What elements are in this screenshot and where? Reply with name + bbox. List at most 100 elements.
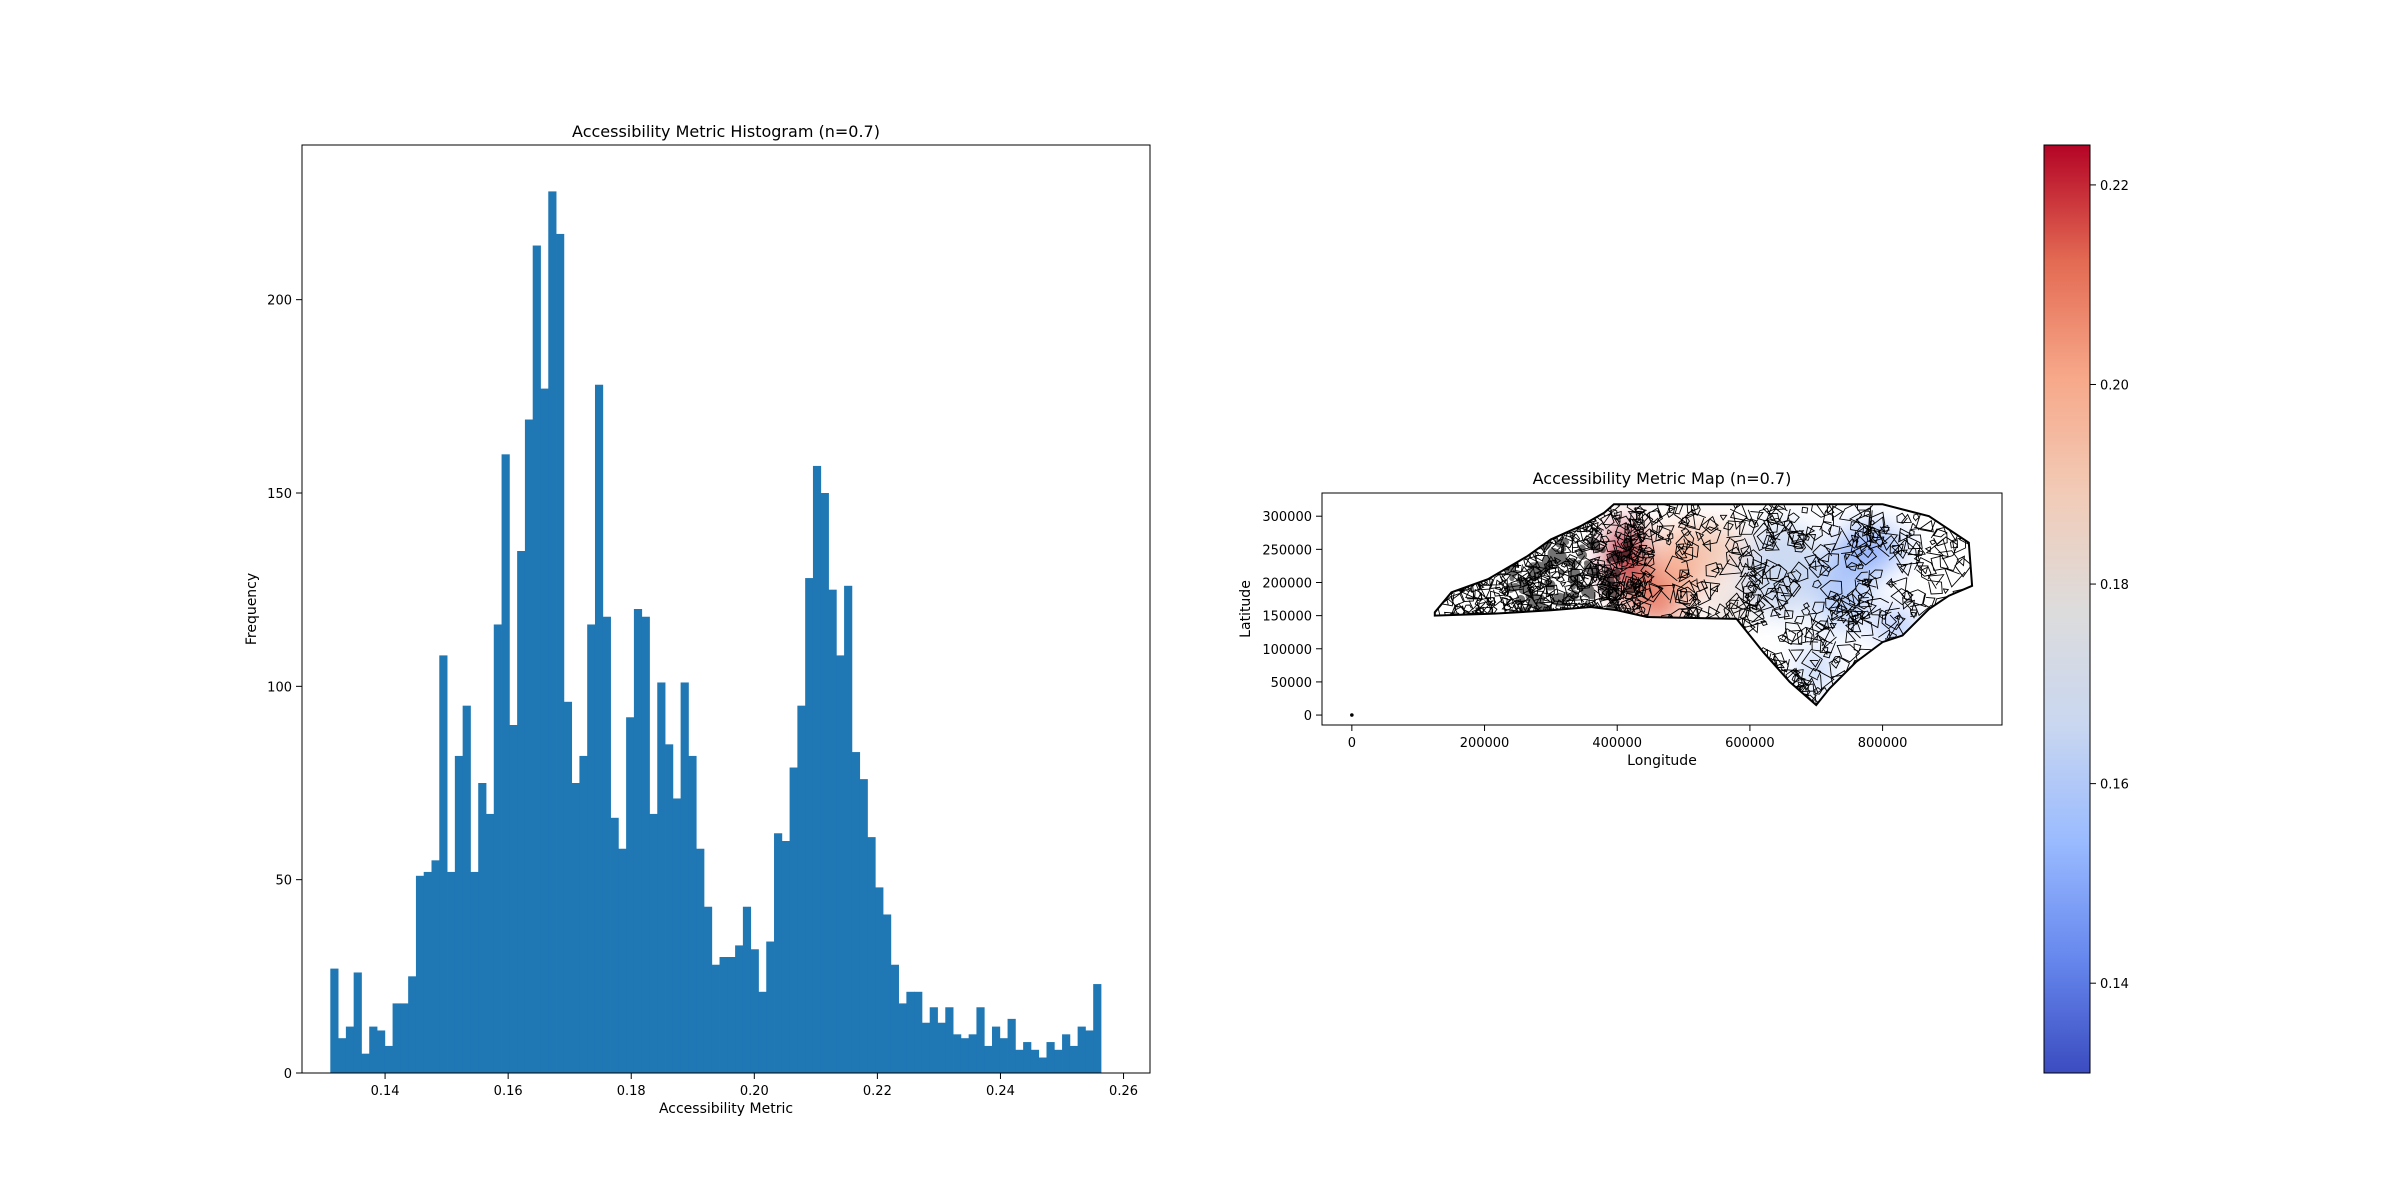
histogram-bar <box>563 701 573 1073</box>
histogram-bar <box>400 1003 409 1073</box>
map-axes-frame <box>1321 492 2003 726</box>
histogram-bar <box>486 813 495 1073</box>
histogram-bar <box>1046 1042 1055 1073</box>
histogram-bar <box>797 705 806 1073</box>
histogram-bar <box>719 957 728 1073</box>
colorbar: 0.14 0.16 0.18 0.20 0.22 <box>2043 144 2129 1074</box>
histogram-x-label: Accessibility Metric <box>659 1101 793 1117</box>
histogram-bar <box>742 906 752 1073</box>
x-tick-label: 600000 <box>1725 736 1775 751</box>
histogram-bar <box>587 624 596 1073</box>
accessibility-region <box>1690 522 1744 576</box>
histogram-bar <box>906 991 915 1073</box>
y-tick-label: 300000 <box>1262 510 1312 525</box>
y-tick-label: 150000 <box>1262 610 1312 625</box>
y-tick-label: 150 <box>267 487 292 502</box>
histogram-bar <box>540 388 549 1074</box>
histogram-bar <box>524 419 534 1073</box>
histogram-bar <box>680 682 689 1073</box>
histogram-bar <box>898 1003 907 1073</box>
histogram-bar <box>594 384 604 1074</box>
histogram-bar <box>812 465 822 1073</box>
histogram-bar <box>641 616 650 1073</box>
histogram-bar <box>859 779 868 1073</box>
histogram-bar <box>626 717 635 1073</box>
x-tick-label: 800000 <box>1858 736 1908 751</box>
histogram-bar <box>711 964 720 1073</box>
histogram-bar <box>633 609 643 1073</box>
y-tick-label: 50 <box>275 874 292 889</box>
histogram-bar <box>454 755 464 1073</box>
histogram-bar <box>945 1007 954 1073</box>
histogram-bar <box>960 1038 970 1073</box>
histogram-bar <box>836 655 845 1073</box>
histogram-bar <box>789 767 798 1073</box>
x-tick-label: 0.14 <box>371 1084 400 1099</box>
histogram-bar <box>1023 1042 1032 1073</box>
accessibility-region <box>1743 522 1823 616</box>
histogram-bar <box>937 1022 946 1073</box>
histogram-bar <box>1007 1018 1016 1073</box>
histogram-bar <box>1062 1034 1071 1073</box>
histogram-bar <box>408 976 417 1073</box>
y-tick-label: 50000 <box>1271 676 1312 691</box>
histogram-bar <box>766 941 775 1073</box>
histogram-panel: Accessibility Metric Histogram (n=0.7) 0… <box>244 122 1151 1117</box>
histogram-bar <box>727 957 736 1073</box>
histogram-bar <box>470 871 479 1073</box>
colorbar-tick-label: 0.22 <box>2100 179 2129 194</box>
map-x-ticks: 0 200000 400000 600000 800000 <box>1348 725 1908 751</box>
histogram-bar <box>735 945 744 1073</box>
map-plot-area <box>1350 503 1974 717</box>
histogram-bar <box>921 1022 931 1073</box>
histogram-axes-frame <box>301 144 1151 1074</box>
histogram-bar <box>509 725 518 1073</box>
histogram-bar <box>665 744 674 1073</box>
histogram-bar <box>1093 984 1102 1073</box>
histogram-bar <box>501 454 510 1074</box>
histogram-bar <box>431 860 440 1073</box>
histogram-bar <box>984 1045 993 1073</box>
x-tick-label: 400000 <box>1592 736 1642 751</box>
histogram-bar <box>703 906 713 1073</box>
histogram-bars <box>330 191 1102 1074</box>
histogram-bar <box>867 837 876 1073</box>
map-title: Accessibility Metric Map (n=0.7) <box>1533 469 1792 488</box>
histogram-bar <box>493 624 502 1073</box>
histogram-bar <box>851 752 861 1073</box>
x-tick-label: 0.24 <box>986 1084 1015 1099</box>
y-tick-label: 200 <box>267 294 292 309</box>
outlier-point <box>1350 713 1354 717</box>
x-tick-label: 0.20 <box>740 1084 769 1099</box>
y-tick-label: 100 <box>267 680 292 695</box>
histogram-bar <box>1085 1030 1094 1073</box>
histogram-bar <box>890 964 899 1073</box>
histogram-bar <box>1015 1049 1024 1073</box>
map-x-label: Longitude <box>1627 753 1697 769</box>
histogram-bar <box>618 848 627 1073</box>
histogram-bar <box>548 191 557 1073</box>
colorbar-tick-label: 0.14 <box>2100 977 2129 992</box>
colorbar-tick-label: 0.16 <box>2100 778 2129 793</box>
histogram-bar <box>688 755 697 1073</box>
histogram-bar <box>953 1034 962 1073</box>
histogram-bar <box>657 682 666 1073</box>
y-tick-label: 100000 <box>1262 643 1312 658</box>
histogram-bar <box>875 887 884 1073</box>
state-region <box>1434 504 1973 706</box>
histogram-bar <box>828 589 837 1073</box>
histogram-bar <box>820 493 829 1073</box>
histogram-bar <box>844 585 853 1073</box>
x-tick-label: 200000 <box>1460 736 1510 751</box>
histogram-x-ticks: 0.14 0.16 0.18 0.20 0.22 0.24 0.26 <box>371 1073 1138 1099</box>
histogram-bar <box>423 871 432 1073</box>
histogram-bar <box>1077 1026 1086 1073</box>
histogram-bar <box>392 1003 401 1073</box>
histogram-bar <box>696 848 705 1073</box>
histogram-bar <box>999 1038 1008 1073</box>
histogram-bar <box>345 1026 355 1073</box>
histogram-bar <box>649 813 658 1073</box>
histogram-bar <box>462 705 471 1073</box>
colorbar-tick-label: 0.20 <box>2100 378 2129 393</box>
